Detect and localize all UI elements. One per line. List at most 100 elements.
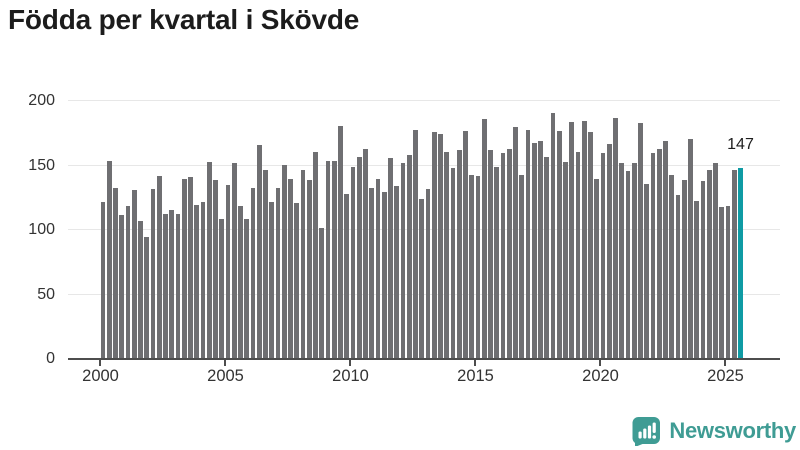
bar xyxy=(569,121,574,358)
bar xyxy=(394,186,399,358)
bar xyxy=(375,178,381,358)
bar xyxy=(131,190,137,358)
bar xyxy=(413,129,418,358)
bar xyxy=(213,179,218,358)
bar xyxy=(188,177,193,358)
bar xyxy=(250,187,256,358)
bar xyxy=(638,123,643,358)
bar xyxy=(513,127,518,358)
x-axis-tick-2000 xyxy=(99,360,101,366)
bar xyxy=(581,120,587,358)
gridline-y-100 xyxy=(68,229,780,230)
bar xyxy=(200,201,206,358)
bar xyxy=(669,174,674,358)
y-axis-label-150: 150 xyxy=(28,156,55,174)
bar xyxy=(625,170,631,358)
bar xyxy=(494,167,499,358)
bar xyxy=(306,179,312,358)
bar xyxy=(419,199,424,358)
bar xyxy=(681,179,687,358)
bar xyxy=(238,205,243,358)
bar xyxy=(219,218,224,358)
bar xyxy=(656,149,662,358)
x-axis-tick-2005 xyxy=(224,360,226,366)
bar xyxy=(725,205,731,358)
bar xyxy=(556,130,562,358)
y-axis-label-200: 200 xyxy=(28,92,55,109)
bar xyxy=(369,187,374,358)
bar xyxy=(506,149,512,358)
bar xyxy=(463,130,468,358)
bar xyxy=(731,169,737,358)
bar xyxy=(588,132,593,358)
bar xyxy=(719,207,724,358)
bar xyxy=(488,150,493,358)
bar xyxy=(388,158,393,358)
bar xyxy=(381,191,387,358)
newsworthy-logo[interactable]: Newsworthy xyxy=(631,416,796,446)
x-axis-label-2015: 2015 xyxy=(457,367,494,385)
bar xyxy=(600,152,606,358)
x-axis-label-2010: 2010 xyxy=(332,367,369,385)
x-axis-tick-2020 xyxy=(599,360,601,366)
bar xyxy=(225,185,231,358)
y-axis-label-100: 100 xyxy=(28,221,55,238)
bar xyxy=(650,152,656,358)
bar xyxy=(675,195,681,358)
bar xyxy=(344,194,349,358)
bar xyxy=(400,163,406,358)
bar xyxy=(619,163,624,358)
x-axis-tick-2025 xyxy=(724,360,726,366)
bar xyxy=(700,181,706,358)
bar xyxy=(206,161,212,358)
highlight-value-label: 147 xyxy=(727,136,754,153)
bar xyxy=(181,178,187,358)
gridline-y-50 xyxy=(68,293,780,295)
x-axis-label-2000: 2000 xyxy=(82,367,119,385)
gridline-y-200 xyxy=(68,100,780,101)
bar xyxy=(294,203,299,358)
bar xyxy=(688,138,693,358)
gridline-y-150 xyxy=(68,164,780,166)
bar xyxy=(256,145,262,358)
bar xyxy=(338,125,343,358)
bar xyxy=(363,149,368,358)
bar xyxy=(100,201,106,358)
bar xyxy=(475,176,481,358)
bar xyxy=(156,176,162,358)
x-axis-label-2020: 2020 xyxy=(582,367,619,385)
bar xyxy=(331,160,337,358)
x-axis-label-2025: 2025 xyxy=(707,367,744,385)
bar xyxy=(113,187,118,358)
y-axis-label-0: 0 xyxy=(46,350,55,367)
plot-area: 2000 2005 2010 2015 2020 2025 xyxy=(68,100,780,385)
bar xyxy=(450,168,456,358)
bar xyxy=(438,133,443,358)
bar xyxy=(594,178,599,358)
bar xyxy=(481,119,487,358)
bar xyxy=(431,132,437,358)
bar xyxy=(231,163,237,358)
bar xyxy=(144,236,149,358)
bar xyxy=(525,129,531,358)
bar xyxy=(550,112,556,358)
newsworthy-logo-text: Newsworthy xyxy=(669,418,796,443)
bar-highlighted xyxy=(738,168,743,358)
bar xyxy=(663,141,668,358)
x-axis-tick-2010 xyxy=(349,360,351,366)
bar xyxy=(163,213,168,358)
bar xyxy=(356,156,362,358)
bar xyxy=(319,227,324,358)
bar xyxy=(169,209,174,358)
x-axis-label-2005: 2005 xyxy=(207,367,244,385)
bar xyxy=(350,167,356,358)
bar xyxy=(613,118,618,358)
bar xyxy=(150,189,156,358)
bar xyxy=(531,142,537,358)
bar xyxy=(500,152,506,358)
bar xyxy=(694,200,699,358)
bar xyxy=(281,164,287,358)
bar xyxy=(713,163,718,358)
bar xyxy=(119,214,124,358)
